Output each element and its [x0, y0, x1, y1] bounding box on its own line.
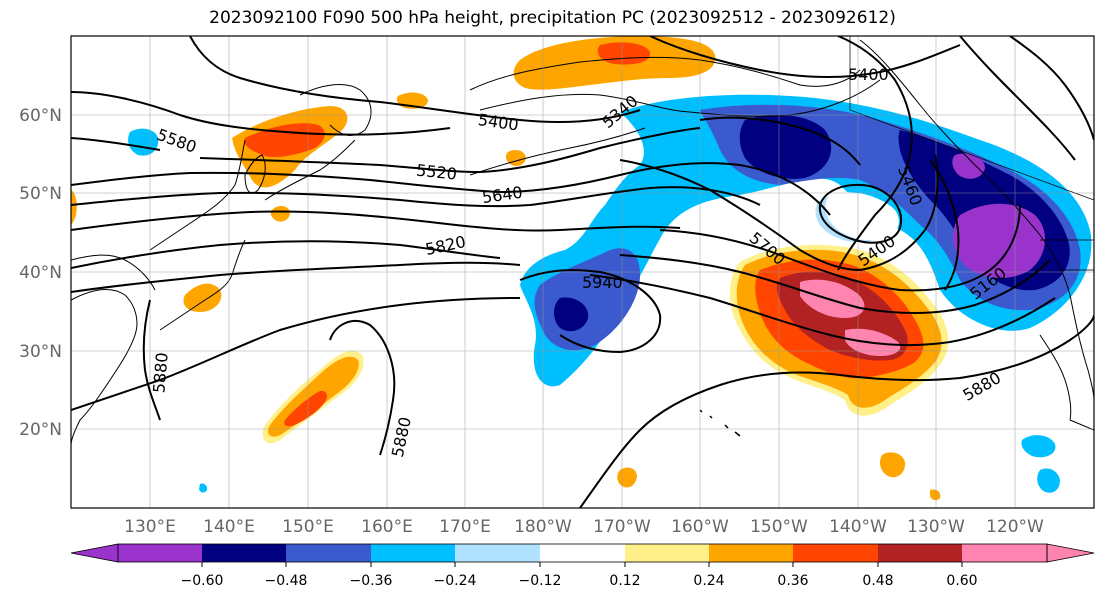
lon-label: 170°W	[593, 517, 651, 537]
contour-label: 5880	[149, 352, 171, 394]
colorbar-over-triangle	[1046, 543, 1095, 563]
lon-label: 150°E	[282, 517, 334, 537]
longitude-labels: 130°E 140°E 150°E 160°E 170°E 180°W 170°…	[124, 517, 1044, 537]
colorbar-tick-label: 0.48	[862, 573, 893, 589]
lat-label: 40°N	[19, 263, 62, 283]
lon-label: 180°W	[514, 517, 572, 537]
colorbar-box	[286, 544, 371, 562]
graticule	[71, 36, 1094, 508]
colorbar-box	[202, 544, 286, 562]
colorbar-box	[371, 544, 455, 562]
lat-label: 30°N	[19, 342, 62, 362]
colorbar-box	[962, 544, 1047, 562]
map-frame	[70, 35, 1095, 509]
contour-label: 5520	[415, 161, 457, 184]
lat-label: 60°N	[19, 106, 62, 126]
colorbar-box	[878, 544, 962, 562]
contour-label: 5400	[848, 65, 889, 84]
colorbar-tick-label: −0.60	[181, 573, 224, 589]
colorbar-tick-label: −0.48	[265, 573, 308, 589]
colorbar-box	[118, 544, 202, 562]
colorbar-tick-label: −0.12	[519, 573, 562, 589]
lon-label: 150°W	[750, 517, 808, 537]
coastlines	[71, 36, 1094, 446]
colorbar-box	[709, 544, 793, 562]
colorbar-box	[455, 544, 540, 562]
lon-label: 170°E	[439, 517, 491, 537]
map-title: 2023092100 F090 500 hPa height, precipit…	[209, 8, 896, 28]
lon-label: 140°E	[203, 517, 255, 537]
lon-label: 140°W	[829, 517, 887, 537]
negative-anomaly-field	[128, 94, 1092, 493]
colorbar-frame	[117, 543, 1048, 563]
lon-label: 130°W	[907, 517, 965, 537]
colorbar-tick-label: −0.36	[350, 573, 393, 589]
lat-label: 50°N	[19, 184, 62, 204]
lat-label: 20°N	[19, 420, 62, 440]
colorbar-box	[625, 544, 709, 562]
lon-label: 120°W	[986, 517, 1044, 537]
colorbar-ticks: −0.60 −0.48 −0.36 −0.24 −0.12 0.12 0.24 0.36 0.4…	[181, 562, 978, 589]
lon-label: 160°W	[671, 517, 729, 537]
lon-label: 160°E	[361, 517, 413, 537]
colorbar-boxes	[118, 544, 1047, 562]
height-contours	[71, 36, 1094, 508]
colorbar-box	[793, 544, 878, 562]
colorbar-tick-label: 0.12	[609, 573, 640, 589]
lon-label: 130°E	[124, 517, 176, 537]
colorbar-box	[540, 544, 625, 562]
colorbar-tick-label: 0.24	[693, 573, 724, 589]
colorbar-tick-label: 0.36	[777, 573, 808, 589]
colorbar-under-triangle	[70, 543, 119, 563]
latitude-labels: 60°N 50°N 40°N 30°N 20°N	[19, 106, 62, 440]
contour-label: 5940	[582, 273, 623, 292]
colorbar: −0.60 −0.48 −0.36 −0.24 −0.12 0.12 0.24 0.36 0.4…	[70, 543, 1095, 589]
colorbar-tick-label: −0.24	[434, 573, 477, 589]
colorbar-tick-label: 0.60	[946, 573, 977, 589]
